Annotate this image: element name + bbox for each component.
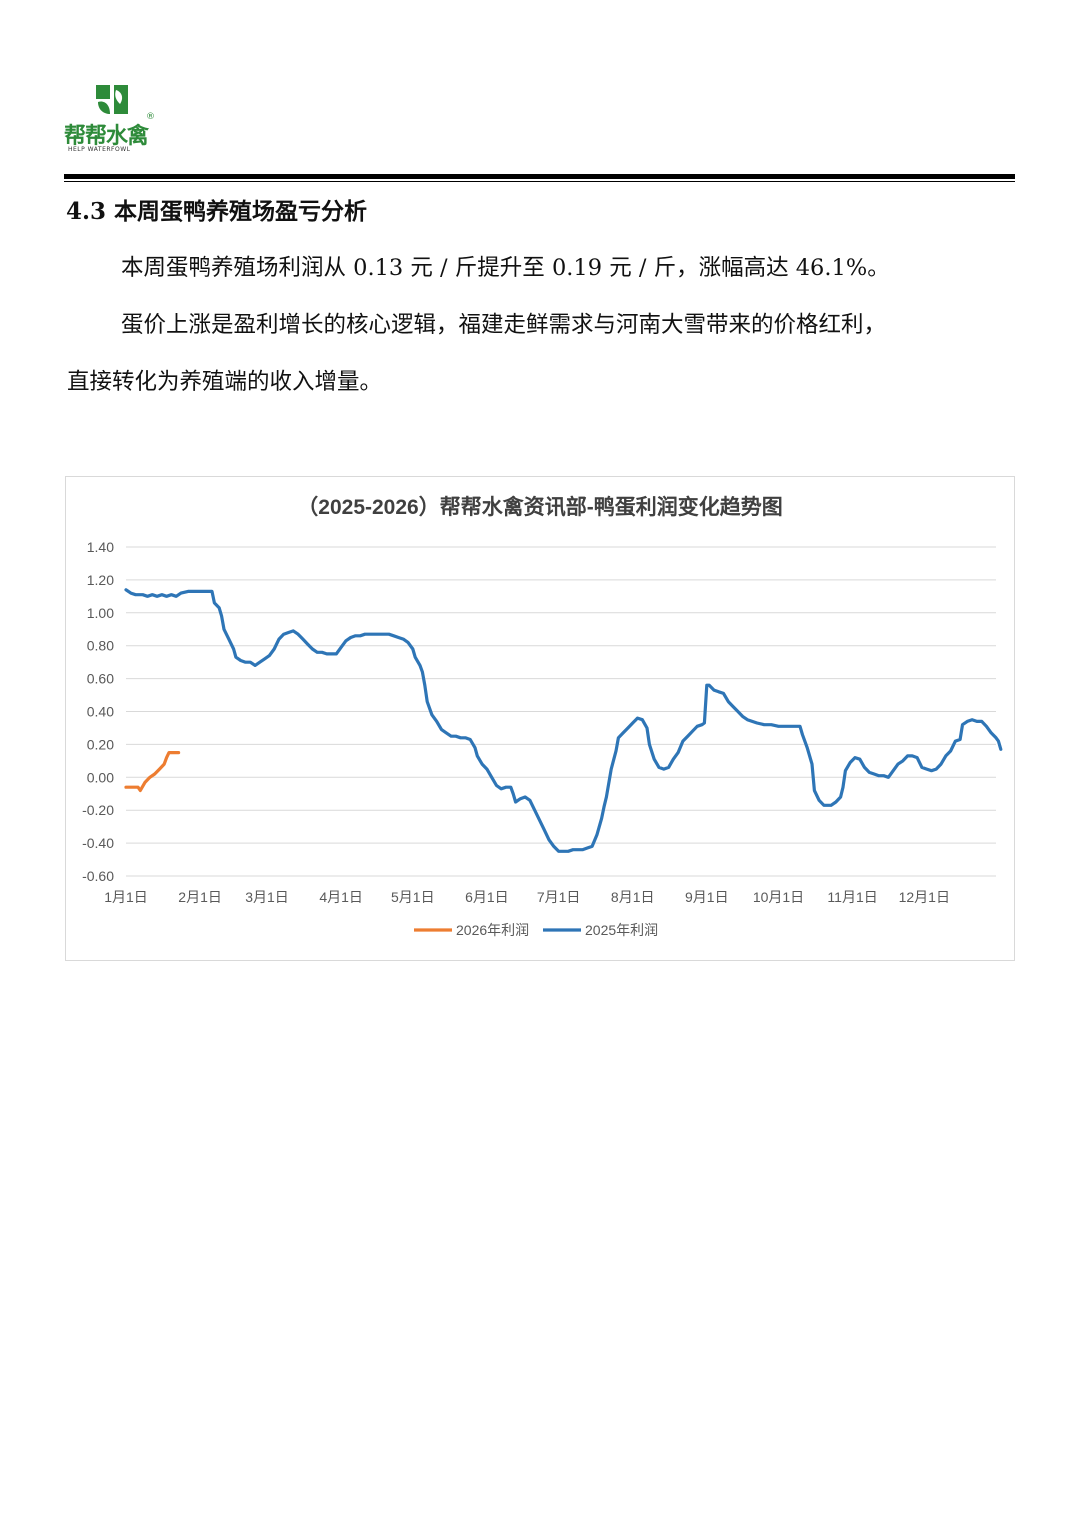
y-tick-label: -0.60: [82, 868, 114, 884]
x-tick-label: 9月1日: [685, 889, 729, 905]
y-tick-label: -0.40: [82, 835, 114, 851]
y-tick-label: -0.20: [82, 802, 114, 818]
x-tick-label: 10月1日: [753, 889, 804, 905]
chart-canvas: （2025-2026）帮帮水禽资讯部-鸭蛋利润变化趋势图 1.40 1.20 1.0…: [82, 495, 1003, 938]
brand-logo: ® 帮帮水禽 HELP WATERFOWL: [64, 84, 160, 160]
logo-name-cn: 帮帮水禽: [64, 124, 149, 149]
x-tick-label: 7月1日: [537, 889, 581, 905]
chart-legend: 2026年利润 2025年利润: [414, 922, 658, 938]
registered-mark: ®: [146, 112, 155, 122]
x-tick-label: 1月1日: [104, 889, 148, 905]
y-tick-label: 0.40: [87, 704, 114, 720]
x-axis-ticks: 1月1日 2月1日 3月1日 4月1日 5月1日 6月1日 7月1日 8月1日 9月1日 10月1…: [104, 889, 950, 905]
paragraph-2: 蛋价上涨是盈利增长的核心逻辑，福建走鲜需求与河南大雪带来的价格红利，: [121, 312, 887, 338]
x-tick-label: 4月1日: [319, 889, 363, 905]
leaf-logo-icon: [94, 84, 130, 118]
y-tick-label: 0.80: [87, 638, 114, 654]
x-tick-label: 11月1日: [827, 889, 877, 905]
y-tick-label: 0.00: [87, 769, 114, 785]
header-rule-thin: [64, 181, 1015, 182]
x-tick-label: 8月1日: [611, 889, 655, 905]
paragraph-3: 直接转化为养殖端的收入增量。: [67, 369, 383, 395]
y-tick-label: 0.60: [87, 671, 114, 687]
legend-label: 2026年利润: [456, 922, 529, 938]
header-rule: [64, 174, 1015, 179]
section-title: 4.3 本周蛋鸭养殖场盈亏分析: [66, 198, 368, 225]
x-tick-label: 3月1日: [245, 889, 289, 905]
x-tick-label: 2月1日: [178, 889, 222, 905]
profit-trend-chart: （2025-2026）帮帮水禽资讯部-鸭蛋利润变化趋势图 1.40 1.20 1.0…: [65, 476, 1015, 961]
series-layer: [124, 588, 1003, 853]
x-tick-label: 6月1日: [465, 889, 509, 905]
legend-label: 2025年利润: [585, 922, 658, 938]
paragraph-1: 本周蛋鸭养殖场利润从 0.13 元 / 斤提升至 0.19 元 / 斤，涨幅高达…: [121, 255, 890, 281]
chart-title: （2025-2026）帮帮水禽资讯部-鸭蛋利润变化趋势图: [297, 495, 782, 519]
y-tick-label: 1.40: [87, 539, 114, 555]
y-tick-label: 0.20: [87, 736, 114, 752]
series-line: [124, 588, 1003, 853]
y-tick-label: 1.20: [87, 572, 114, 588]
y-tick-label: 1.00: [87, 605, 114, 621]
series-line: [124, 751, 181, 793]
x-tick-label: 12月1日: [899, 889, 950, 905]
y-axis-ticks: 1.40 1.20 1.00 0.80 0.60 0.40 0.20 0.00 -0.20 -0.…: [82, 539, 114, 884]
grid-layer: [126, 546, 996, 877]
logo-name-en: HELP WATERFOWL: [68, 146, 131, 153]
x-tick-label: 5月1日: [391, 889, 435, 905]
